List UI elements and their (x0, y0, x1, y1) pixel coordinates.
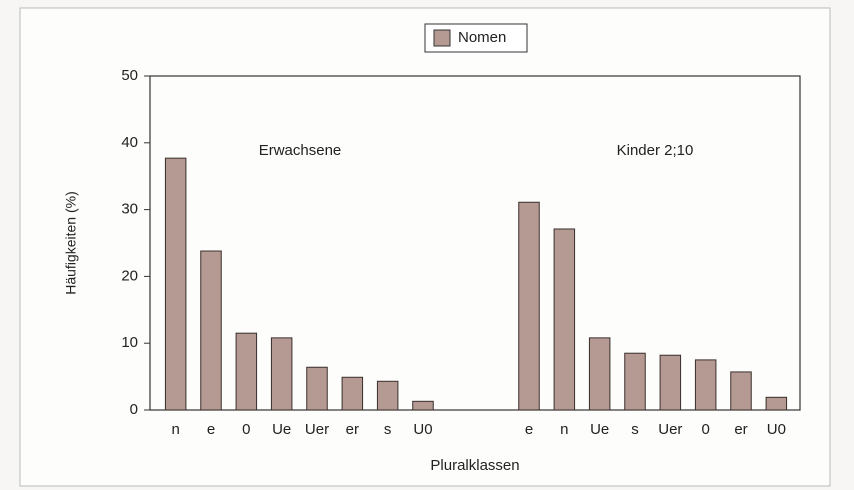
bar (730, 371, 752, 411)
bar (341, 376, 364, 411)
y-tick-label: 10 (121, 334, 138, 351)
y-tick-label: 40 (121, 134, 138, 151)
x-tick-label: n (171, 421, 179, 438)
x-axis-label: Pluralklassen (430, 457, 519, 474)
bar (270, 337, 293, 411)
x-tick-label: 0 (701, 421, 709, 438)
x-tick-label: er (346, 421, 359, 438)
x-tick-label: U0 (767, 421, 786, 438)
x-tick-label: er (734, 421, 747, 438)
x-tick-label: Ue (272, 421, 291, 438)
x-tick-label: U0 (413, 421, 432, 438)
bar (412, 400, 434, 411)
bar (624, 352, 646, 411)
bar (694, 359, 717, 411)
bar (588, 337, 611, 411)
x-tick-label: n (560, 421, 568, 438)
legend-swatch (433, 29, 451, 47)
bar (200, 250, 222, 411)
bar (164, 157, 187, 411)
y-axis-label: Häufigkeiten (%) (63, 191, 79, 295)
bar (306, 366, 328, 411)
x-tick-label: Uer (658, 421, 682, 438)
y-tick-label: 0 (130, 401, 138, 418)
bar (376, 380, 399, 411)
annotation: Kinder 2;10 (617, 142, 694, 159)
bar (553, 228, 576, 411)
bar (659, 354, 682, 411)
x-tick-label: 0 (242, 421, 250, 438)
bar (765, 396, 788, 411)
x-tick-label: e (207, 421, 215, 438)
y-tick-label: 50 (121, 67, 138, 84)
bar (518, 201, 540, 411)
x-tick-label: s (631, 421, 639, 438)
annotation: Erwachsene (259, 142, 342, 159)
y-tick-label: 20 (121, 267, 138, 284)
x-tick-label: Ue (590, 421, 609, 438)
legend-label: Nomen (458, 29, 506, 46)
x-tick-label: e (525, 421, 533, 438)
plot-frame (149, 75, 801, 411)
x-tick-label: Uer (305, 421, 329, 438)
bar (235, 332, 258, 411)
page-frame (19, 7, 831, 487)
y-tick-label: 30 (121, 201, 138, 218)
x-tick-label: s (384, 421, 392, 438)
